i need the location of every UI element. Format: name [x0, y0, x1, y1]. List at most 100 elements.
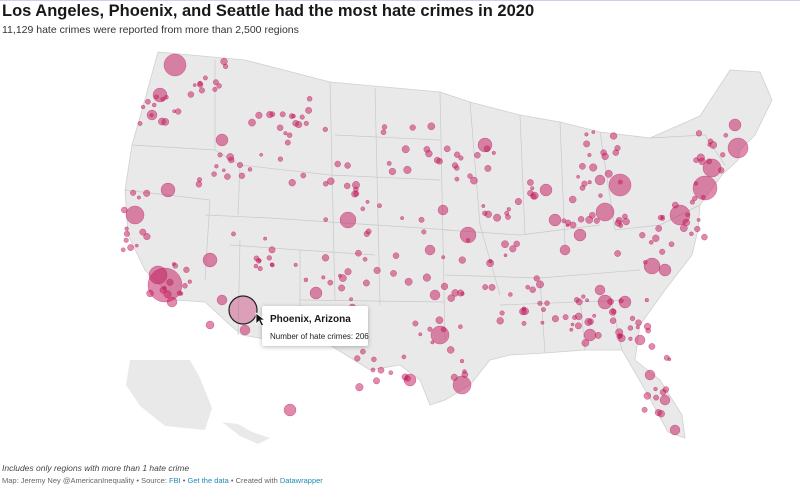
source-label: Source:	[141, 476, 167, 485]
crime-bubble	[440, 326, 447, 333]
crime-bubble	[392, 252, 400, 259]
crime-bubble	[277, 156, 284, 162]
border-mountain-mid	[204, 214, 451, 231]
crime-bubble	[202, 75, 208, 81]
crime-bubble	[146, 289, 154, 298]
map-credit: Map: Jeremy Ney @AmericanInequality	[2, 476, 135, 485]
crime-bubble	[608, 308, 617, 316]
crime-bubble	[388, 167, 397, 176]
crime-bubble	[446, 346, 455, 354]
crime-bubble	[628, 336, 633, 341]
crime-bubble	[652, 234, 660, 242]
border-midwest-1	[469, 101, 501, 296]
crime-bubble	[529, 286, 536, 293]
crime-bubble	[349, 297, 354, 302]
crime-bubble	[425, 150, 433, 158]
crime-bubble	[139, 228, 147, 236]
crime-bubble	[692, 175, 718, 201]
crime-bubble	[166, 296, 178, 308]
crime-bubble	[659, 389, 667, 396]
crime-bubble	[377, 203, 382, 209]
crime-bubble	[355, 383, 364, 392]
border-northeast	[649, 134, 726, 166]
crime-bubble	[123, 230, 130, 237]
crime-bubble	[643, 257, 661, 275]
crime-bubble	[163, 53, 187, 77]
crime-bubble	[166, 278, 174, 286]
crime-bubble	[685, 212, 690, 218]
crime-bubble	[373, 266, 381, 274]
crime-bubble	[601, 152, 609, 161]
crime-bubble	[295, 121, 303, 129]
hate-crime-map[interactable]	[0, 40, 800, 458]
crime-bubble	[360, 348, 366, 355]
crime-bubble	[513, 240, 520, 248]
crime-bubble	[462, 369, 467, 374]
crime-bubble	[390, 270, 397, 277]
border-wa-or	[131, 144, 216, 151]
tooltip-value: 206	[355, 332, 369, 341]
crime-bubble	[451, 289, 459, 297]
crime-bubble	[577, 216, 585, 223]
crime-bubble	[255, 258, 262, 264]
crime-bubble	[484, 164, 492, 172]
crime-bubble	[443, 145, 451, 153]
crime-bubble	[696, 217, 701, 222]
get-the-data-link[interactable]: Get the data	[187, 476, 229, 485]
crime-bubble	[338, 273, 342, 278]
crime-bubble	[205, 320, 215, 330]
crime-bubble	[412, 320, 419, 327]
crime-bubble	[172, 109, 176, 114]
top-rule	[0, 0, 800, 1]
crime-bubble	[339, 211, 357, 229]
crime-bubble	[221, 168, 226, 173]
crime-bubble	[653, 386, 658, 392]
crime-bubble	[635, 319, 642, 326]
crime-bubble	[643, 260, 648, 265]
crime-bubble	[459, 358, 465, 364]
crime-bubble	[202, 252, 218, 268]
crime-bubble	[134, 243, 139, 248]
crime-bubble	[537, 300, 543, 306]
crime-bubble	[570, 322, 575, 327]
crime-bubble	[211, 171, 217, 177]
crime-bubble	[643, 392, 652, 400]
crime-bubble	[459, 226, 477, 244]
crime-bubble	[253, 263, 259, 269]
crime-bubble	[409, 124, 416, 131]
border-mountain-north	[239, 164, 441, 181]
crime-bubble	[655, 225, 663, 232]
crime-bubble	[488, 283, 496, 291]
crime-bubble	[701, 233, 708, 241]
crime-bubble	[573, 297, 580, 303]
datawrapper-link[interactable]: Datawrapper	[279, 476, 323, 485]
phoenix-highlight-circle[interactable]	[228, 295, 258, 325]
crime-bubble	[160, 182, 176, 198]
crime-bubble	[195, 180, 203, 188]
crime-bubble	[659, 248, 666, 255]
crime-bubble	[187, 279, 192, 284]
separator-dot: •	[136, 476, 139, 485]
chart-footer: Map: Jeremy Ney @AmericanInequality • So…	[2, 476, 323, 485]
crime-bubble	[418, 332, 423, 337]
crime-bubble	[377, 366, 385, 374]
source-fbi-link[interactable]: FBI	[169, 476, 181, 485]
crime-bubble	[648, 343, 656, 350]
crime-bubble	[231, 231, 236, 237]
crime-bubble	[149, 113, 154, 118]
crime-bubble	[669, 424, 681, 436]
crime-bubble	[145, 98, 151, 105]
crime-bubble	[424, 244, 436, 256]
crime-bubble	[136, 195, 141, 200]
crime-bubble	[505, 214, 511, 220]
crime-bubble	[276, 124, 284, 132]
crime-bubble	[441, 255, 446, 260]
separator-dot: •	[182, 476, 186, 485]
crime-bubble	[617, 179, 623, 185]
crime-bubble	[435, 316, 444, 325]
border-plains-h2	[334, 134, 441, 141]
crime-bubble	[127, 244, 134, 251]
crime-bubble	[125, 205, 145, 225]
crime-bubble	[706, 158, 712, 165]
crime-bubble	[700, 194, 706, 200]
